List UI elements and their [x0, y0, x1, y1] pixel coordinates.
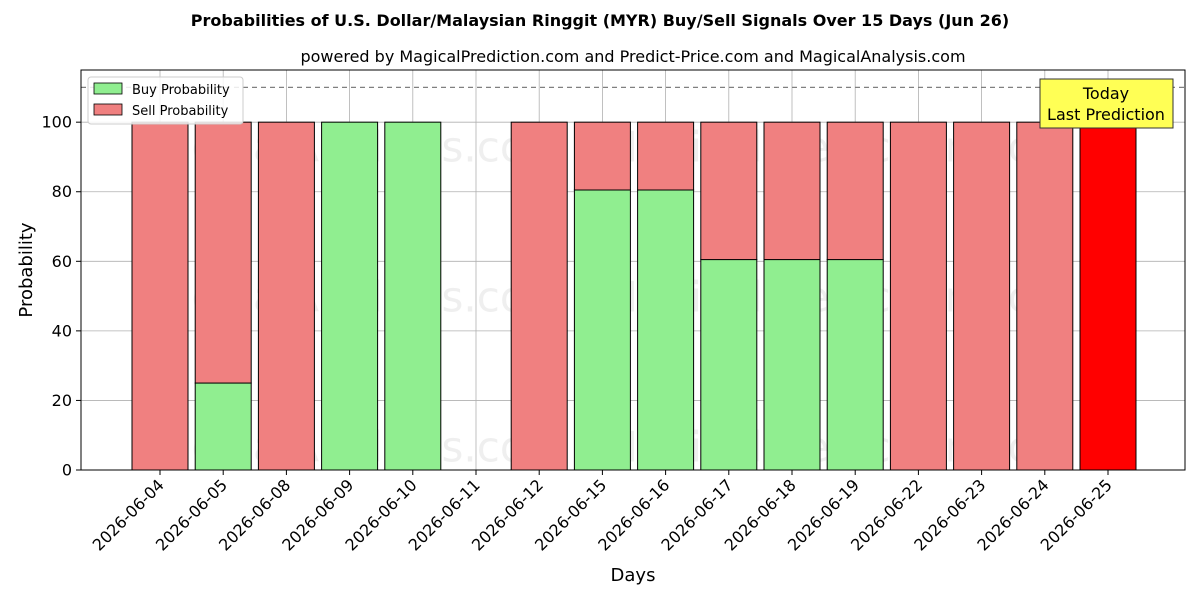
sell-bar-2026-06-22	[889, 121, 947, 471]
chart-subtitle: powered by MagicalPrediction.com and Pre…	[300, 47, 965, 66]
y-tick-label: 40	[52, 321, 72, 340]
y-tick-label: 0	[62, 461, 72, 480]
buy-bar-2026-06-18	[763, 259, 821, 471]
sell-bar-2026-06-19	[826, 121, 884, 261]
sell-bar-2026-06-04	[131, 121, 189, 471]
buy-bar-2026-06-17	[700, 259, 758, 471]
buy-bar-2026-06-09	[321, 121, 379, 471]
x-axis-label: Days	[611, 565, 656, 586]
legend-swatch-sell	[93, 103, 123, 116]
y-tick-label: 80	[52, 182, 72, 201]
sell-bar-2026-06-12	[510, 121, 568, 471]
plot-frame	[80, 69, 1186, 471]
buy-bar-2026-06-15	[573, 189, 631, 471]
buy-bar-2026-06-05	[194, 382, 252, 471]
legend-label-buy: Buy Probability	[132, 83, 230, 98]
sell-bar-2026-06-05	[194, 121, 252, 384]
legend-label-sell: Sell Probability	[132, 104, 229, 119]
sell-bar-2026-06-08	[257, 121, 315, 471]
legend-box	[87, 76, 244, 125]
y-axis: 0 20 40 60 80 100	[41, 113, 81, 480]
buy-bar-2026-06-19	[826, 259, 884, 471]
sell-bar-2026-06-25	[1079, 121, 1137, 471]
sell-bar-2026-06-16	[637, 121, 695, 191]
y-tick-label: 60	[52, 252, 72, 271]
legend: Buy Probability Sell Probability	[87, 76, 244, 125]
bars-layer	[131, 121, 1137, 471]
buy-bar-2026-06-16	[637, 189, 695, 471]
legend-swatch-buy	[93, 82, 123, 95]
sell-bar-2026-06-18	[763, 121, 821, 261]
buy-bar-2026-06-10	[384, 121, 442, 471]
annotation-line-2: Last Prediction	[1047, 105, 1165, 124]
sell-bar-2026-06-17	[700, 121, 758, 261]
chart-title: Probabilities of U.S. Dollar/Malaysian R…	[191, 11, 1009, 30]
sell-bar-2026-06-24	[1016, 121, 1074, 471]
x-axis: 2026-06-042026-06-052026-06-082026-06-09…	[89, 470, 1116, 555]
today-annotation: Today Last Prediction	[1039, 78, 1174, 129]
y-axis-label: Probability	[16, 222, 37, 317]
annotation-line-1: Today	[1082, 84, 1129, 103]
y-tick-label: 20	[52, 391, 72, 410]
sell-bar-2026-06-23	[953, 121, 1011, 471]
sell-bar-2026-06-15	[573, 121, 631, 191]
annotation-box	[1039, 78, 1174, 129]
y-tick-label: 100	[41, 113, 72, 132]
